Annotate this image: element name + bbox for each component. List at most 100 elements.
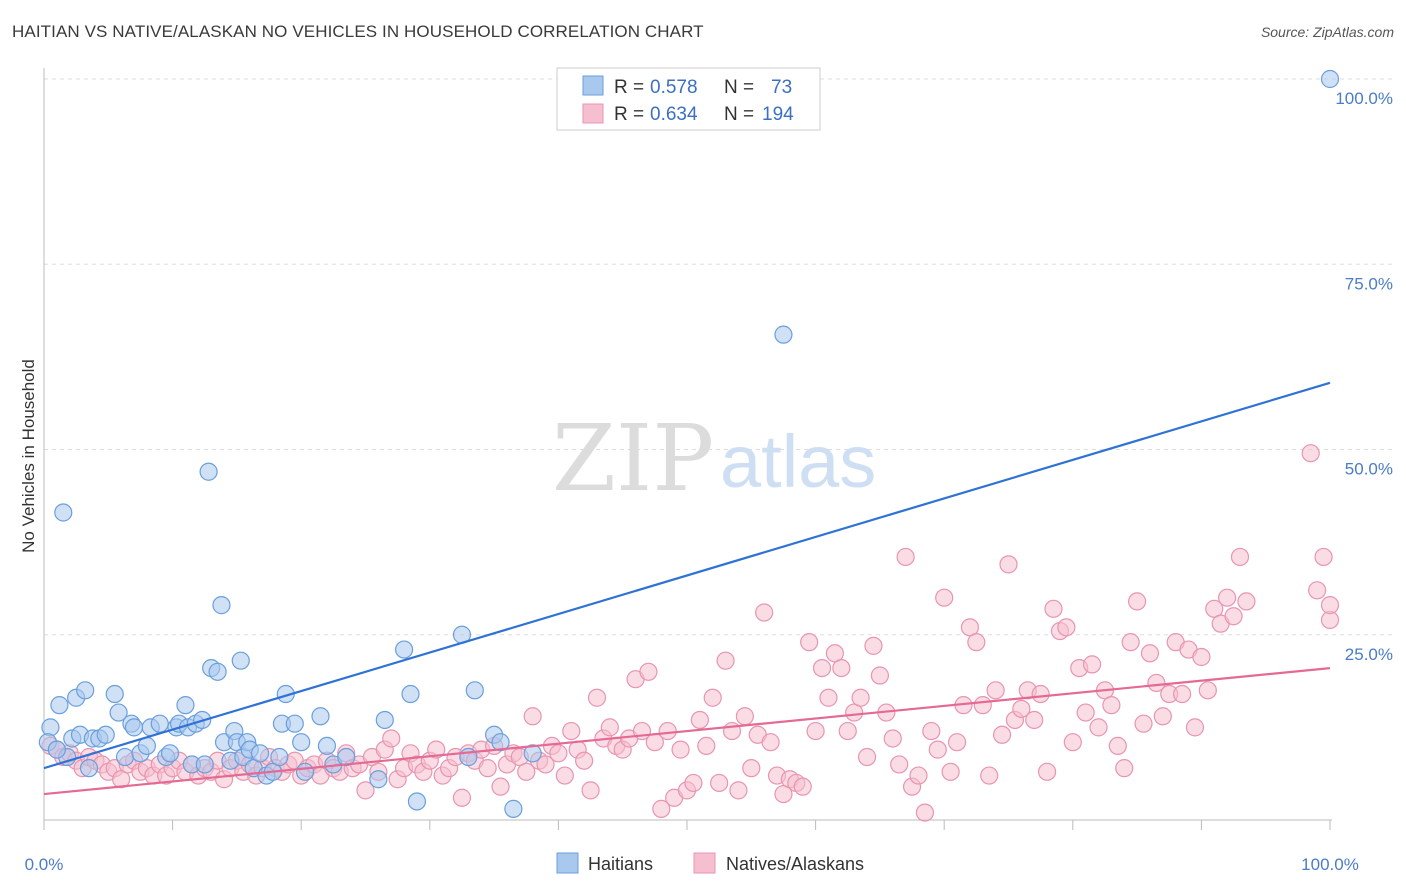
natives-point (941, 762, 960, 781)
watermark: ZIP atlas (552, 405, 876, 512)
natives-point (1147, 673, 1166, 693)
natives-point (999, 555, 1018, 574)
haitians-point (176, 696, 195, 715)
trendlines (43, 381, 1331, 796)
haitians-point (76, 681, 95, 700)
bottom-legend-swatch-natives (693, 852, 716, 874)
legend-swatch-natives (582, 103, 604, 124)
natives-point (870, 666, 890, 685)
natives-point (1224, 607, 1243, 626)
y-tick-label: 50.0% (1345, 460, 1393, 479)
natives-point (973, 696, 992, 715)
legend-swatch-haitians (582, 75, 604, 96)
natives-point (690, 710, 709, 730)
haitians-point (199, 462, 218, 481)
natives-point (812, 658, 832, 678)
natives-point (986, 681, 1005, 700)
haitians-point (54, 503, 73, 522)
natives-point (517, 762, 536, 781)
natives-point (1134, 714, 1153, 733)
natives-point (909, 766, 928, 785)
legend-box: R = 0.578 N = 73 R = 0.634 N = 194 (556, 67, 821, 131)
natives-point (1237, 592, 1256, 611)
natives-point (928, 740, 947, 759)
natives-point (832, 658, 851, 678)
haitians-point (394, 640, 414, 659)
natives-point (478, 759, 497, 778)
haitians-point (504, 799, 523, 818)
bottom-legend-natives: Natives/Alaskans (726, 854, 864, 874)
y-axis-label: No Vehicles in Household (19, 359, 38, 553)
natives-point (761, 733, 780, 752)
natives-point (1198, 681, 1217, 700)
haitians-point (1320, 69, 1340, 89)
natives-point (935, 588, 954, 607)
haitians-point (50, 696, 69, 715)
natives-point (1185, 718, 1205, 737)
x-ticks (43, 820, 1331, 830)
natives-point (806, 721, 825, 741)
watermark-atlas: atlas (720, 420, 876, 503)
haitians-point (212, 596, 231, 615)
y-tick-label: 100.0% (1335, 89, 1393, 108)
bottom-legend-haitians: Haitians (588, 854, 653, 874)
natives-point (1044, 599, 1063, 618)
haitians-point (295, 762, 315, 781)
legend-n-value-natives: 194 (762, 104, 794, 125)
natives-point (742, 759, 761, 778)
natives-point (382, 729, 401, 748)
natives-point (1121, 633, 1140, 652)
y-tick-labels: 25.0% 50.0% 75.0% 100.0% (1335, 89, 1393, 664)
natives-point (883, 729, 902, 748)
haitians-point (250, 744, 270, 763)
haitians-point (774, 325, 793, 344)
haitians-point (150, 714, 169, 733)
natives-point (536, 755, 555, 774)
natives-point (1031, 684, 1050, 704)
haitians-point (115, 747, 135, 767)
natives-point (890, 755, 909, 774)
natives-trendline (43, 667, 1331, 796)
haitians-point (407, 792, 427, 811)
haitians-point (41, 718, 60, 737)
bottom-legend-swatch-haitians (556, 852, 579, 874)
legend-n-label-haitians: N = (724, 77, 754, 98)
haitians-point (317, 736, 337, 756)
chart-title: HAITIAN VS NATIVE/ALASKAN NO VEHICLES IN… (12, 22, 704, 41)
natives-point (555, 766, 574, 785)
natives-point (735, 707, 754, 726)
natives-point (1301, 444, 1320, 463)
natives-point (1192, 647, 1211, 667)
haitians-point (401, 684, 420, 704)
natives-point (1108, 736, 1127, 756)
natives-point (1076, 703, 1095, 722)
natives-point (697, 736, 716, 756)
legend-r-label-natives: R = (614, 104, 644, 125)
legend-n-label-natives: N = (724, 104, 754, 125)
haitians-point (311, 707, 330, 726)
natives-point (600, 718, 619, 737)
haitians-point (523, 744, 542, 763)
haitians-point (195, 755, 214, 774)
natives-point (1173, 684, 1192, 704)
y-tick-label: 75.0% (1345, 274, 1393, 293)
haitians-point (124, 718, 144, 737)
haitians-point (105, 684, 124, 704)
natives-point (1037, 762, 1057, 781)
legend-n-value-haitians: 73 (771, 77, 792, 98)
natives-point (838, 721, 857, 741)
haitians-point (109, 703, 128, 722)
natives-point (671, 740, 690, 759)
natives-point (729, 781, 748, 800)
haitians-point (375, 710, 394, 730)
natives-point (793, 777, 812, 796)
natives-point (1025, 710, 1044, 730)
source-label: Source: ZipAtlas.com (1260, 24, 1394, 40)
natives-point (1102, 696, 1121, 715)
haitians-point (369, 770, 388, 789)
natives-point (491, 777, 510, 796)
haitians-point (292, 733, 311, 752)
natives-point (1314, 547, 1333, 567)
natives-point (710, 773, 729, 793)
natives-point (980, 766, 999, 785)
